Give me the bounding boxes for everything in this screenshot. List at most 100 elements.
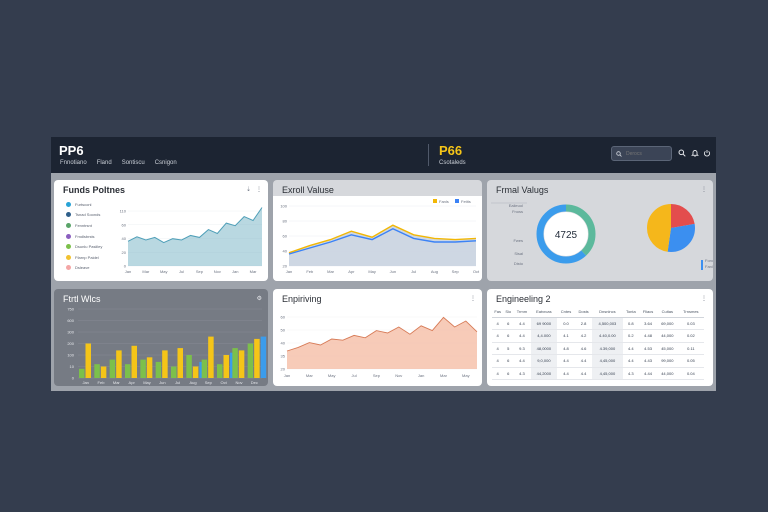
table-cell: 3.64 bbox=[639, 317, 657, 330]
y-tick-label: 60 bbox=[281, 315, 286, 320]
search-icon[interactable] bbox=[677, 148, 687, 158]
legend-swatch bbox=[66, 201, 71, 207]
table-cell: 6 bbox=[503, 367, 514, 380]
engineeling-panel: Engineeling 2 ⋮ Fas Sio Trmm Eatvrcas Cntes D… bbox=[487, 289, 713, 386]
nav-item[interactable]: Fnnotiano bbox=[60, 160, 87, 166]
y-tick-label: 40 bbox=[283, 249, 288, 254]
y-tick-label: 40 bbox=[122, 236, 127, 241]
brand-logo[interactable]: PP6 bbox=[59, 143, 84, 158]
legend-item[interactable]: Furtsconl bbox=[66, 199, 102, 210]
nav-item[interactable]: Csnigon bbox=[154, 160, 177, 166]
table-cell: 5 bbox=[503, 342, 514, 355]
x-tick-label: Mar bbox=[327, 269, 335, 274]
x-tick-label: Jan bbox=[125, 269, 131, 274]
table-cell: 4.43 bbox=[639, 354, 657, 368]
column-header[interactable]: Fas bbox=[492, 307, 504, 318]
bar bbox=[238, 350, 245, 378]
x-tick-label: Feb bbox=[98, 380, 106, 385]
y-tick-label: 110 bbox=[120, 209, 127, 214]
bar bbox=[254, 338, 260, 378]
notification-icon[interactable] bbox=[690, 148, 700, 158]
x-tick-label: Jul bbox=[411, 269, 416, 274]
frmal-panel: Frmal Valugs ⋮ Ealieuol Fnoss Fwes Sisal Dis… bbox=[487, 180, 713, 281]
table-row[interactable]: 4 6 4.4 9,0,000 4.4 4.4 4,45,000 4.4 4.43 99,000 0… bbox=[492, 354, 704, 368]
x-tick-label: Sep bbox=[373, 373, 381, 378]
secondary-brand-subtitle: Csotaleds bbox=[439, 160, 466, 166]
y-tick-label: 750 bbox=[67, 307, 74, 312]
download-icon[interactable]: ⇣ bbox=[245, 187, 251, 193]
search-box[interactable] bbox=[611, 146, 672, 161]
column-header[interactable]: Tonta bbox=[622, 307, 640, 318]
bar bbox=[223, 355, 229, 378]
table-cell: 0.0 bbox=[557, 317, 575, 330]
legend-item[interactable]: Ffarnp Paidel bbox=[66, 252, 102, 263]
more-icon[interactable]: ⋮ bbox=[701, 187, 707, 193]
pie-slice bbox=[536, 204, 596, 264]
search-input[interactable] bbox=[626, 150, 670, 157]
y-tick-label: 20 bbox=[122, 250, 127, 255]
column-header[interactable]: Sio bbox=[503, 307, 514, 318]
table-cell: 4.39,000 bbox=[592, 342, 623, 355]
legend: Furtsconl Tsnad Soonds Fenntrsnt Fmdlsbrsts… bbox=[66, 199, 102, 273]
column-header[interactable]: Fliacs bbox=[639, 307, 657, 318]
table-row[interactable]: 4 6 4.4 4,4.000 4.1 4.2 4.40,0.00 0.2 4.48 44,000… bbox=[492, 329, 704, 343]
table-cell: 9,0,000 bbox=[530, 354, 558, 368]
legend-label: Tsnad Soonds bbox=[75, 212, 101, 218]
bar bbox=[79, 368, 85, 378]
legend-swatch bbox=[66, 265, 71, 271]
x-tick-label: Jul bbox=[351, 373, 356, 378]
table-row[interactable]: 4 6 4.3 44,2000 4.4 4.4 4,45,000 4.3 4.44 44,000 0… bbox=[492, 367, 704, 380]
x-tick-label: Jan bbox=[286, 269, 292, 274]
series-line bbox=[288, 228, 477, 255]
x-tick-label: Jan bbox=[284, 373, 290, 378]
legend-label: Fmdlsbrsts bbox=[75, 233, 95, 239]
more-icon[interactable]: ⋮ bbox=[701, 296, 707, 302]
dashboard: PP6 Fnnotiano Fland Sontiscu Csnigon P66… bbox=[51, 137, 716, 391]
column-header[interactable]: Cntes bbox=[557, 307, 575, 318]
bar bbox=[177, 348, 183, 378]
x-tick-label: Nov bbox=[395, 373, 402, 378]
table-cell: 4.4 bbox=[513, 354, 531, 368]
y-tick-label: 50 bbox=[281, 328, 286, 333]
column-header[interactable]: Eatvrcas bbox=[530, 307, 558, 318]
table-cell: 4.3 bbox=[622, 367, 640, 380]
column-header[interactable]: Trmm bbox=[513, 307, 531, 318]
more-icon[interactable]: ⋮ bbox=[256, 187, 262, 193]
table-row[interactable]: 4 5 9.3 48,0000 4.8 4.6 4.39,000 4.4 4.53 45,000 0… bbox=[492, 342, 704, 355]
x-tick-label: Mar bbox=[113, 380, 121, 385]
y-tick-label: 300 bbox=[67, 330, 74, 335]
power-icon[interactable] bbox=[702, 148, 712, 158]
legend-item[interactable]: Dsleave bbox=[66, 263, 102, 274]
table-cell: 4,4.000 bbox=[530, 329, 558, 343]
settings-icon[interactable]: ⚙ bbox=[256, 296, 262, 302]
column-header[interactable]: Trnsmes bbox=[677, 307, 704, 318]
legend-item[interactable]: Fenntrsnt bbox=[66, 220, 102, 231]
y-tick-label: 600 bbox=[67, 318, 74, 323]
bar bbox=[85, 343, 91, 378]
bar bbox=[260, 336, 267, 378]
x-tick-label: Mar bbox=[142, 269, 150, 274]
x-tick-label: Jan bbox=[418, 373, 424, 378]
legend-swatch bbox=[455, 199, 459, 203]
table-row[interactable]: 4 6 4.4 69 9000 0.0 2.8 4,500,003 0.8 3.64 69,000… bbox=[492, 317, 704, 330]
legend-item[interactable]: Tsnad Soonds bbox=[66, 210, 102, 221]
x-tick-label: Nov bbox=[214, 269, 221, 274]
column-header[interactable]: Dosts bbox=[574, 307, 593, 318]
column-header[interactable]: Dnsnlncs bbox=[592, 307, 623, 318]
series-line bbox=[127, 207, 263, 244]
table-cell: 44,2000 bbox=[530, 367, 558, 380]
more-icon[interactable]: ⋮ bbox=[470, 296, 476, 302]
y-tick-label: 100 bbox=[67, 353, 74, 358]
bar bbox=[232, 348, 238, 378]
nav-item[interactable]: Sontiscu bbox=[121, 160, 145, 166]
table-cell: 4.2 bbox=[574, 329, 593, 343]
table-cell: 9.3 bbox=[513, 342, 531, 355]
legend-item[interactable]: Fmdlsbrsts bbox=[66, 231, 102, 242]
legend-item[interactable]: Dsunlu Pasiiley bbox=[66, 241, 102, 252]
nav-item[interactable]: Fland bbox=[96, 160, 112, 166]
x-tick-label: Sep bbox=[196, 269, 204, 274]
table-cell: 4 bbox=[492, 342, 504, 355]
column-header[interactable]: Cuitas bbox=[656, 307, 678, 318]
enpiriving-panel: Enpiriving ⋮ 60 50 40 35 20 Jan Mar May Jul Sep No… bbox=[273, 289, 482, 386]
